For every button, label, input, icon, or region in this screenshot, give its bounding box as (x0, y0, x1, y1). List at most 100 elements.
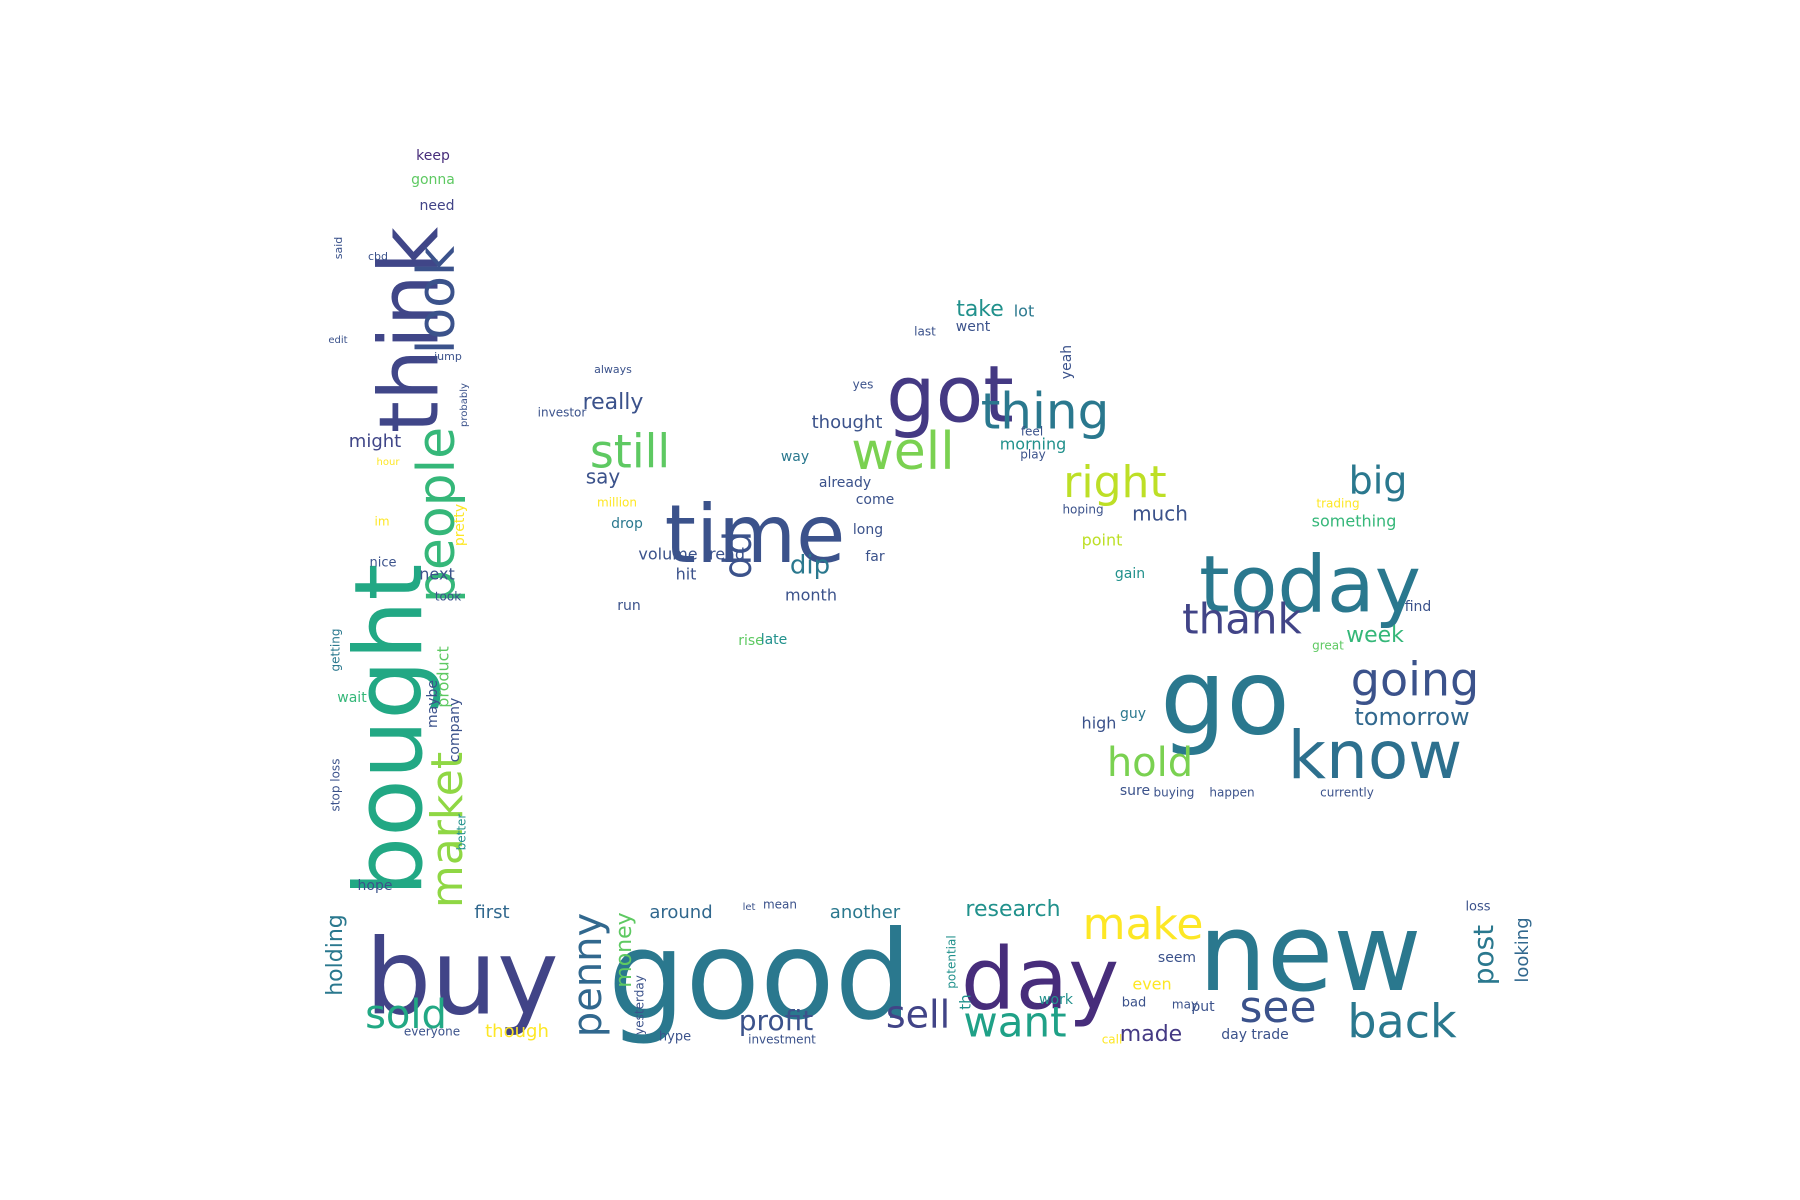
word-say: say (586, 465, 621, 489)
word-going: going (1351, 653, 1479, 707)
word-feel: feel (1021, 425, 1043, 439)
word-thank: thank (1182, 595, 1302, 644)
word-make: make (1083, 899, 1204, 950)
word-post: post (1467, 925, 1500, 985)
word-think: think (362, 226, 457, 433)
word-im: im (374, 515, 389, 529)
word-late: late (761, 632, 788, 648)
word-dd: dd (716, 531, 760, 579)
word-getting: getting (329, 629, 343, 672)
word-seem: seem (1158, 950, 1196, 966)
word-already: already (819, 475, 871, 491)
word-way: way (781, 449, 809, 465)
word-great: great (1312, 639, 1344, 653)
word-far: far (865, 549, 885, 565)
word-keep: keep (416, 148, 450, 164)
word-went: went (956, 319, 991, 335)
word-potential: potential (945, 935, 959, 988)
word-month: month (785, 586, 837, 605)
word-wait: wait (337, 690, 367, 706)
word-rise: rise (738, 633, 764, 649)
word-may: may (1172, 998, 1198, 1012)
word-next: next (419, 565, 454, 584)
word-point: point (1082, 531, 1123, 550)
word-hoping: hoping (1062, 503, 1103, 517)
word-got: got (886, 350, 1014, 440)
word-maybe: maybe (425, 680, 441, 728)
word-want: want (963, 998, 1066, 1047)
word-bought: bought (335, 564, 444, 897)
word-back: back (1347, 995, 1457, 1049)
word-company: company (447, 698, 463, 763)
word-right: right (1063, 457, 1166, 508)
word-hold: hold (1107, 740, 1193, 786)
word-tomorrow: tomorrow (1354, 703, 1469, 731)
word-profit: profit (739, 1004, 813, 1037)
word-money: money (612, 912, 637, 987)
word-run: run (617, 598, 641, 614)
word-market: market (422, 752, 473, 908)
word-find: find (1405, 599, 1432, 615)
word-guy: guy (1120, 706, 1146, 722)
word-gain: gain (1115, 566, 1145, 582)
word-everyone: everyone (404, 1025, 460, 1039)
word-penny: penny (565, 913, 611, 1037)
word-holding: holding (323, 914, 348, 996)
word-put: put (1191, 999, 1215, 1015)
word-see: see (1239, 982, 1316, 1033)
word-sell: sell (886, 993, 950, 1037)
word-yesterday: yesterday (633, 975, 647, 1035)
word-much: much (1132, 502, 1188, 526)
word-yes: yes (853, 378, 874, 392)
word-million: million (597, 496, 637, 510)
word-thought: thought (812, 412, 883, 433)
word-lot: lot (1014, 302, 1035, 321)
word-always: always (594, 363, 632, 376)
word-well: well (851, 422, 954, 482)
word-research: research (965, 897, 1060, 922)
word-gonna: gonna (411, 172, 455, 188)
word-happen: happen (1209, 786, 1254, 800)
word-sure: sure (1120, 783, 1150, 799)
word-drop: drop (611, 516, 643, 532)
word-still: still (590, 425, 670, 479)
word-th: th (957, 994, 975, 1009)
word-product: product (434, 646, 453, 708)
word-took: took (435, 590, 461, 604)
word-high: high (1082, 714, 1117, 733)
word-need: need (420, 198, 455, 214)
word-morning: morning (1000, 435, 1067, 454)
word-currently: currently (1320, 786, 1374, 800)
word-day: day (961, 929, 1119, 1029)
word-bad: bad (1122, 996, 1146, 1011)
word-hope: hope (358, 878, 393, 894)
word-call: call (1102, 1033, 1123, 1047)
word-read: read (709, 545, 745, 564)
word-last: last (914, 325, 936, 339)
word-even: even (1132, 975, 1171, 994)
word-go: go (1160, 636, 1290, 758)
word-jump: jump (433, 350, 462, 363)
word-really: really (583, 390, 644, 415)
word-good: good (608, 905, 912, 1047)
word-yeah: yeah (1059, 345, 1075, 379)
word-better: better (455, 814, 469, 851)
word-investor: investor (538, 406, 587, 420)
word-cbd: cbd (368, 250, 388, 263)
word-said: said (332, 237, 345, 260)
word-today: today (1199, 540, 1421, 630)
word-another: another (830, 902, 901, 923)
word-take: take (956, 297, 1004, 322)
word-trading: trading (1316, 497, 1359, 511)
word-play: play (1020, 448, 1045, 462)
word-buying: buying (1154, 786, 1195, 800)
word-long: long (853, 522, 883, 538)
word-volume: volume (638, 545, 697, 564)
word-edit: edit (328, 335, 347, 346)
word-thing: thing (981, 383, 1110, 441)
word-sold: sold (365, 992, 447, 1038)
word-big: big (1349, 459, 1408, 503)
word-hour: hour (377, 457, 401, 468)
word-time: time (665, 488, 846, 581)
